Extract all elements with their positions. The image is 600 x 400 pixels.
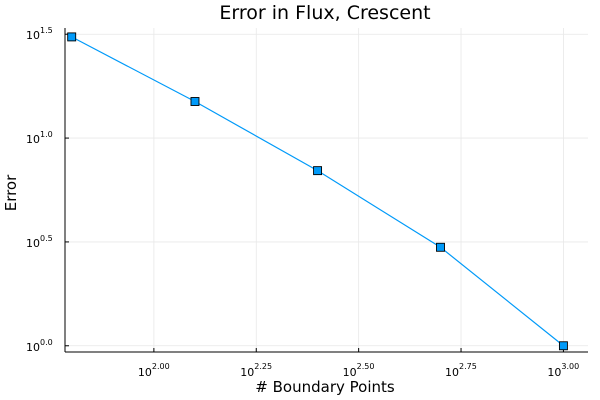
x-tick-label: 10 xyxy=(445,366,459,379)
x-tick-label: 10 xyxy=(138,366,152,379)
x-tick-label-exponent: 2.50 xyxy=(357,362,375,371)
gridlines xyxy=(65,28,588,352)
y-tick-label: 10 xyxy=(26,133,40,146)
y-tick-label-exponent: 0.5 xyxy=(40,234,53,243)
data-point-square xyxy=(313,166,323,176)
x-tick-label: 10 xyxy=(547,366,561,379)
y-axis-label: Error xyxy=(2,174,20,211)
chart-title: Error in Flux, Crescent xyxy=(219,2,430,24)
y-tick-label-exponent: 1.5 xyxy=(40,26,53,35)
y-tick-label-exponent: 0.0 xyxy=(40,338,53,347)
data-point-square xyxy=(67,32,77,42)
axes xyxy=(64,28,588,353)
y-tick-label: 10 xyxy=(26,237,40,250)
x-tick-label-exponent: 2.25 xyxy=(254,362,272,371)
data-point-square xyxy=(558,341,568,351)
x-tick-label-exponent: 2.75 xyxy=(459,362,477,371)
y-tick-label: 10 xyxy=(26,29,40,42)
x-tick-label-exponent: 3.00 xyxy=(561,362,579,371)
series-group xyxy=(67,32,568,351)
data-point-square xyxy=(436,242,445,252)
x-tick-label-exponent: 2.00 xyxy=(152,362,170,371)
x-tick-label: 10 xyxy=(343,366,357,379)
y-tick-label: 10 xyxy=(26,341,40,354)
x-axis-label: # Boundary Points xyxy=(255,378,395,396)
data-point-square xyxy=(190,97,200,106)
x-tick-label: 10 xyxy=(240,366,254,379)
y-tick-label-exponent: 1.0 xyxy=(40,130,53,139)
series-line xyxy=(71,36,564,347)
